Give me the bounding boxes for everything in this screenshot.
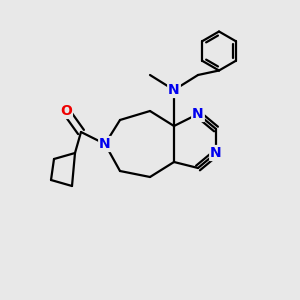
Text: N: N — [99, 137, 111, 151]
Text: N: N — [192, 107, 204, 121]
Text: N: N — [168, 83, 180, 97]
Text: O: O — [60, 104, 72, 118]
Text: N: N — [210, 146, 222, 160]
